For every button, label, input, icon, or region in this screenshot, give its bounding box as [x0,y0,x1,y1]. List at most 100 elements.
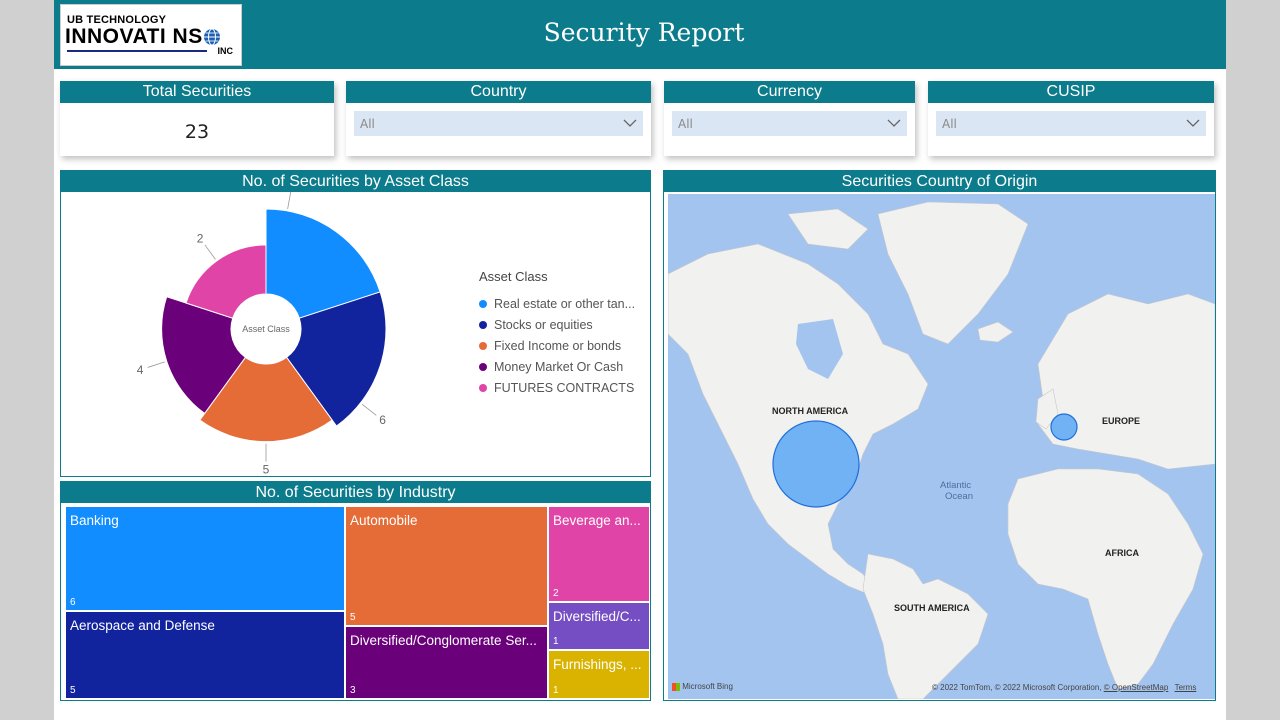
tile-value: 1 [553,636,559,647]
page-title: Security Report [543,18,745,47]
label-ocean-2: Ocean [945,491,973,502]
chevron-down-icon [887,119,901,127]
land-north-america [668,243,929,595]
legend-title: Asset Class [479,269,548,284]
chevron-down-icon [623,119,637,127]
legend-dot-icon [479,341,487,350]
rose-center-label: Asset Class [242,324,290,334]
country-dropdown-value: All [360,117,375,131]
label-europe: EUROPE [1102,416,1140,426]
tile-label: Automobile [350,513,418,528]
bing-text: Microsoft Bing [682,682,733,691]
chevron-down-icon [1186,119,1200,127]
industry-panel: No. of Securities by Industry Banking 6 … [60,481,651,701]
logo-line3: INC [217,46,234,56]
tile-value: 5 [350,612,356,623]
globe-icon [204,28,220,46]
world-map[interactable]: NORTH AMERICA EUROPE AFRICA SOUTH AMERIC… [668,194,1215,699]
legend-dot-icon [479,299,487,308]
cusip-slicer-card: CUSIP All [928,81,1214,156]
asset-class-rose-chart: 66542Asset Class [137,192,387,476]
total-securities-label: Total Securities [60,81,334,103]
land-south-america [862,553,989,699]
label-south-america: SOUTH AMERICA [894,603,970,613]
label-africa: AFRICA [1105,548,1139,558]
treemap-tile-diversified-services[interactable]: Diversified/Conglomerate Ser... 3 [346,627,547,698]
legend-label: Fixed Income or bonds [494,339,622,353]
header-bar: UB TECHNOLOGY INNOVATI NS INC Security R… [54,0,1226,69]
country-slicer-label: Country [346,81,651,103]
report-canvas: UB TECHNOLOGY INNOVATI NS INC Security R… [54,0,1226,720]
terms-link[interactable]: Terms [1174,683,1197,692]
legend-item[interactable]: Money Market Or Cash [479,360,623,374]
land-arctic-islands [787,208,869,250]
legend-dot-icon [479,362,487,371]
country-dropdown[interactable]: All [354,111,643,136]
data-label-leader [361,403,377,416]
tile-value: 5 [70,685,76,696]
map-copyright: © 2022 TomTom, © 2022 Microsoft Corporat… [932,683,1196,692]
tile-value: 2 [553,588,559,599]
tile-label: Diversified/Conglomerate Ser... [350,633,537,648]
data-label-leader [147,361,165,368]
company-logo: UB TECHNOLOGY INNOVATI NS INC [60,4,242,66]
legend-item[interactable]: Stocks or equities [479,318,593,332]
currency-slicer-card: Currency All [664,81,915,156]
tile-value: 1 [553,685,559,696]
legend-dot-icon [479,383,487,392]
asset-class-title: No. of Securities by Asset Class [61,171,650,192]
logo-line1: UB TECHNOLOGY [67,14,167,26]
hudson-bay [796,319,843,379]
bing-logo: Microsoft Bing [672,682,733,691]
tile-label: Diversified/C... [553,609,641,624]
currency-slicer-label: Currency [664,81,915,103]
currency-dropdown[interactable]: All [672,111,907,136]
copyright-text: © 2022 TomTom, © 2022 Microsoft Corporat… [932,683,1102,692]
microsoft-icon [672,682,680,691]
land-greenland [877,201,1029,345]
tile-value: 6 [70,597,76,608]
tile-label: Beverage an... [553,513,641,528]
tile-label: Aerospace and Defense [70,618,215,633]
treemap-tile-banking[interactable]: Banking 6 [66,507,344,610]
data-label-leader [287,192,292,210]
treemap-tile-aerospace[interactable]: Aerospace and Defense 5 [66,612,344,698]
treemap-tile-diversified-c[interactable]: Diversified/C... 1 [549,603,649,649]
asset-class-panel: No. of Securities by Asset Class 66542As… [60,170,651,477]
land-africa [1007,468,1204,690]
data-label: 6 [379,413,386,427]
data-label-leader [204,244,216,260]
rose-center [231,294,301,364]
label-ocean-1: Atlantic [940,480,971,491]
legend-label: Real estate or other tan... [494,297,636,311]
logo-line2: INNOVATI NS [65,25,203,48]
logo-underline [67,50,207,52]
currency-dropdown-value: All [678,117,693,131]
legend-item[interactable]: Fixed Income or bonds [479,339,621,353]
bubble-europe[interactable] [1050,413,1078,441]
treemap-tile-automobile[interactable]: Automobile 5 [346,507,547,625]
cusip-dropdown[interactable]: All [936,111,1206,136]
treemap-tile-furnishings[interactable]: Furnishings, ... 1 [549,651,649,698]
total-securities-value: 23 [184,121,210,143]
tile-value: 3 [350,685,356,696]
legend-item[interactable]: FUTURES CONTRACTS [479,381,634,395]
osm-link[interactable]: © OpenStreetMap [1103,683,1169,692]
cusip-dropdown-value: All [942,117,957,131]
bubble-north-america[interactable] [772,420,860,508]
total-securities-card: Total Securities 23 [60,81,334,156]
land-europe [1037,293,1215,470]
land-iceland [977,321,1014,343]
legend-item[interactable]: Real estate or other tan... [479,297,635,311]
country-slicer-card: Country All [346,81,651,156]
map-panel: Securities Country of Origin [663,170,1216,701]
legend-label: FUTURES CONTRACTS [494,381,635,395]
tile-label: Furnishings, ... [553,657,642,672]
treemap-tile-beverage[interactable]: Beverage an... 2 [549,507,649,601]
data-label: 2 [197,231,204,245]
legend-label: Stocks or equities [494,318,593,332]
label-north-america: NORTH AMERICA [772,406,849,416]
industry-title: No. of Securities by Industry [61,482,650,503]
cusip-slicer-label: CUSIP [928,81,1214,103]
data-label: 5 [263,463,270,476]
